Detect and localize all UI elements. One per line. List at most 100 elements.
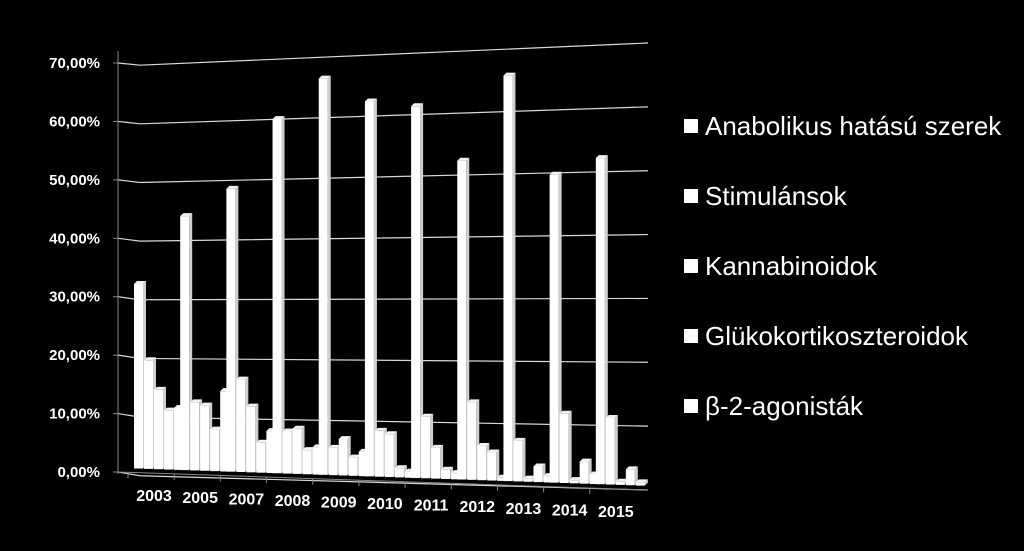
legend-label: Glükokortikoszteroidok [705, 321, 968, 351]
gridline [117, 170, 649, 184]
bar-side [420, 103, 424, 478]
bar-top [210, 426, 223, 430]
bar [246, 406, 256, 473]
x-tick-label: 2015 [598, 504, 634, 521]
bar [589, 474, 599, 485]
bar [497, 477, 507, 481]
bar-top [605, 414, 618, 418]
bar [328, 447, 338, 476]
bar-side [466, 157, 470, 480]
y-tick-label: 60,00% [49, 113, 100, 130]
y-tick-label: 30,00% [49, 289, 100, 306]
bar [559, 413, 569, 483]
legend-item: Anabolikus hatású szerek [684, 108, 1024, 178]
bar-side [393, 431, 397, 478]
gridline [117, 296, 649, 301]
x-axis-line [117, 471, 649, 491]
bar [200, 405, 210, 471]
x-tick-label: 2010 [367, 496, 403, 513]
bar-top [292, 425, 305, 429]
legend-swatch [684, 119, 698, 133]
axis-labels: 0,00% 10,00% 20,00% 30,00% 40,00% 50,00% 60,00… [49, 55, 634, 521]
bar [487, 452, 497, 481]
axes [113, 51, 649, 495]
bar [282, 431, 292, 474]
bar [266, 431, 276, 474]
bar-top [523, 475, 536, 479]
legend: Anabolikus hatású szerek Stimulánsok Kan… [684, 108, 1024, 458]
legend-item: Glükokortikoszteroidok [684, 318, 1024, 388]
bar-side [558, 171, 562, 483]
bar-top [226, 185, 239, 189]
bar [457, 160, 467, 480]
bar [467, 402, 477, 480]
legend-swatch [684, 189, 698, 203]
legend-label: Kannabinoidok [705, 251, 878, 281]
bar-top [384, 431, 397, 435]
bar [164, 410, 173, 470]
bar [134, 283, 143, 469]
bar-top [569, 477, 582, 481]
bar-top [164, 407, 176, 411]
x-tick-label: 2011 [414, 498, 449, 515]
bar-top [625, 466, 638, 470]
bar-top [394, 465, 407, 469]
y-tick-label: 10,00% [49, 406, 100, 423]
bar [312, 447, 322, 475]
gridline [117, 233, 649, 242]
bar [302, 450, 312, 475]
bar [625, 469, 635, 486]
bar [256, 442, 266, 473]
bar [236, 379, 246, 473]
bar-top [154, 386, 166, 390]
bar-side [512, 72, 516, 482]
bar [384, 434, 394, 478]
bar [292, 428, 302, 474]
bar-top [144, 357, 156, 361]
bar [404, 471, 414, 478]
bar-top [431, 444, 444, 448]
bar [174, 407, 183, 470]
bar-side [568, 410, 572, 483]
y-tick-label: 0,00% [57, 464, 100, 481]
bars [134, 72, 648, 486]
bar [180, 216, 190, 471]
bar-top [467, 399, 480, 403]
x-tick-label: 2013 [506, 501, 542, 518]
bar [513, 440, 523, 482]
bar-side [604, 155, 608, 485]
bar [411, 106, 421, 478]
y-tick-label: 40,00% [49, 230, 100, 247]
bar-top [190, 399, 203, 403]
x-tick-label: 2007 [229, 491, 265, 508]
bar-top [487, 449, 500, 453]
bar-top [180, 213, 193, 217]
legend-item: Kannabinoidok [684, 248, 1024, 318]
gridline [117, 42, 649, 66]
bar-top [272, 116, 285, 120]
bar-top [411, 103, 424, 107]
bar [144, 360, 153, 469]
bar [523, 478, 533, 482]
bar-top [236, 376, 249, 380]
bar [190, 402, 200, 471]
bar-side [644, 479, 648, 486]
bar [421, 416, 431, 479]
bar [533, 466, 543, 483]
bar-top [503, 72, 516, 76]
bar [503, 75, 513, 482]
bar-side [614, 414, 618, 485]
bar-top [134, 280, 146, 284]
bar [364, 101, 374, 477]
x-tick-label: 2003 [136, 488, 172, 505]
bar [348, 457, 358, 476]
y-tick-label: 50,00% [49, 172, 100, 189]
bar [543, 476, 553, 483]
bar [431, 447, 441, 479]
x-tick-label: 2012 [459, 499, 495, 516]
bar [605, 417, 615, 485]
legend-label: Stimulánsok [705, 181, 847, 211]
bar-top [477, 443, 490, 447]
bar [272, 119, 282, 474]
bar [549, 174, 559, 483]
